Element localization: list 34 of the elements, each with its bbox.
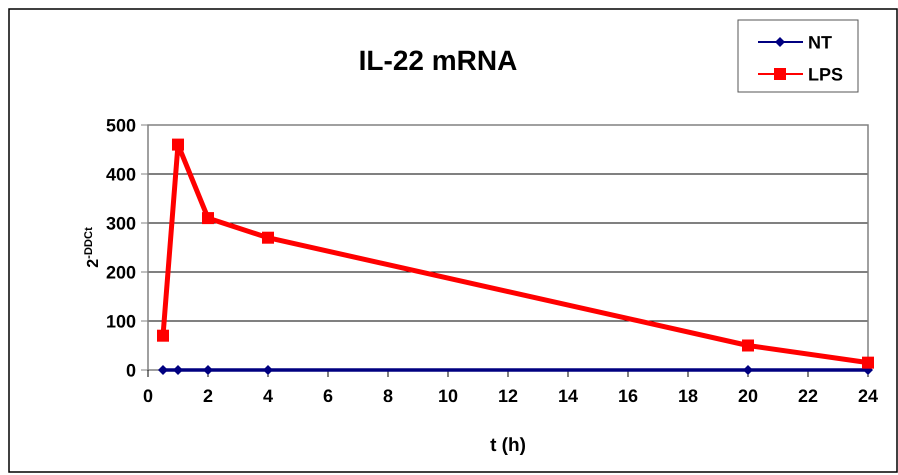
point	[742, 340, 754, 352]
point	[862, 356, 874, 369]
point	[157, 330, 169, 342]
x-tick-label: 4	[262, 386, 274, 406]
x-tick-label: 22	[798, 386, 818, 406]
x-tick-label: 2	[202, 386, 214, 406]
point	[263, 365, 273, 375]
x-axis-title: t (h)	[490, 435, 526, 456]
point	[202, 212, 214, 224]
chart-title: IL-22 mRNA	[358, 45, 518, 76]
x-tick-label: 18	[678, 386, 698, 406]
point	[173, 365, 183, 375]
point	[743, 365, 753, 375]
y-tick-label: 400	[106, 164, 136, 184]
y-tick-label: 100	[106, 311, 136, 332]
x-tick-label: 20	[738, 386, 758, 406]
point	[203, 365, 213, 375]
y-tick-label: 0	[126, 360, 136, 380]
x-tick-label: 8	[382, 386, 394, 406]
y-tick-label: 300	[106, 213, 136, 234]
legend-label: LPS	[808, 64, 844, 84]
x-tick-label: 6	[322, 386, 334, 406]
x-tick-label: 0	[142, 386, 154, 406]
x-tick-label: 24	[858, 386, 878, 406]
point	[262, 232, 274, 244]
legend-label: NT	[808, 32, 832, 52]
y-tick-label: 200	[106, 262, 136, 282]
x-tick-label: 10	[438, 386, 458, 406]
point	[172, 138, 184, 151]
x-tick-label: 16	[618, 386, 638, 406]
point	[158, 365, 168, 375]
y-tick-label: 500	[106, 115, 136, 136]
x-tick-label: 14	[558, 386, 578, 406]
x-tick-label: 12	[498, 386, 518, 406]
